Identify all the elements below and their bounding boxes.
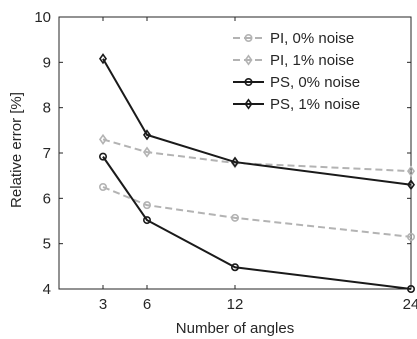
x-tick-label: 6 bbox=[143, 296, 151, 313]
data-point bbox=[231, 263, 240, 272]
series-line bbox=[102, 58, 412, 186]
y-tick-label: 6 bbox=[43, 190, 51, 207]
legend-marker bbox=[244, 54, 253, 66]
x-axis-label: Number of angles bbox=[176, 320, 294, 337]
data-point bbox=[99, 183, 108, 192]
series-3 bbox=[99, 152, 415, 293]
data-point bbox=[143, 216, 152, 225]
data-point bbox=[99, 152, 108, 161]
legend-marker bbox=[244, 33, 253, 42]
y-tick-label: 10 bbox=[34, 9, 51, 26]
legend-entry: PI, 0% noise bbox=[233, 30, 354, 47]
data-point bbox=[231, 213, 240, 222]
data-point bbox=[142, 129, 152, 141]
legend-entry: PS, 1% noise bbox=[233, 96, 360, 113]
legend-label: PI, 0% noise bbox=[270, 30, 354, 47]
x-tick-label: 24 bbox=[403, 296, 417, 313]
y-tick-label: 8 bbox=[43, 100, 51, 117]
legend: PI, 0% noise PI, 1% noise PS, 0% noise PS, … bbox=[233, 30, 360, 113]
data-point bbox=[406, 284, 415, 293]
data-point bbox=[142, 146, 152, 158]
data-point bbox=[406, 232, 415, 241]
x-tick-label: 12 bbox=[227, 296, 244, 313]
series-lines bbox=[98, 53, 416, 293]
legend-entry: PS, 0% noise bbox=[233, 74, 360, 91]
data-point bbox=[143, 201, 152, 210]
y-axis-label: Relative error [%] bbox=[8, 92, 25, 208]
data-point bbox=[98, 53, 108, 65]
data-point bbox=[230, 156, 240, 168]
data-point bbox=[406, 179, 416, 191]
legend-label: PS, 1% noise bbox=[270, 96, 360, 113]
series-line bbox=[102, 156, 412, 290]
plot-frame bbox=[58, 16, 412, 290]
y-tick-label: 7 bbox=[43, 145, 51, 162]
legend-label: PS, 0% noise bbox=[270, 74, 360, 91]
data-point bbox=[406, 165, 416, 177]
series-1 bbox=[99, 183, 415, 241]
y-tick-label: 4 bbox=[43, 281, 51, 298]
series-4 bbox=[98, 53, 416, 191]
legend-label: PI, 1% noise bbox=[270, 52, 354, 69]
y-tick-label: 5 bbox=[43, 236, 51, 253]
series-line bbox=[102, 138, 412, 173]
x-tick-label: 3 bbox=[99, 296, 107, 313]
axes: 3 6 12 24 4 5 6 7 8 9 10 bbox=[34, 9, 417, 313]
legend-marker bbox=[244, 98, 253, 110]
data-point bbox=[98, 133, 108, 145]
legend-marker bbox=[244, 78, 253, 87]
series-2 bbox=[98, 133, 416, 177]
legend-entry: PI, 1% noise bbox=[233, 52, 354, 69]
y-tick-label: 9 bbox=[43, 54, 51, 71]
series-line bbox=[102, 186, 412, 238]
